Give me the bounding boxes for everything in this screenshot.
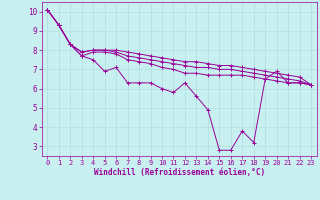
X-axis label: Windchill (Refroidissement éolien,°C): Windchill (Refroidissement éolien,°C)	[94, 168, 265, 177]
